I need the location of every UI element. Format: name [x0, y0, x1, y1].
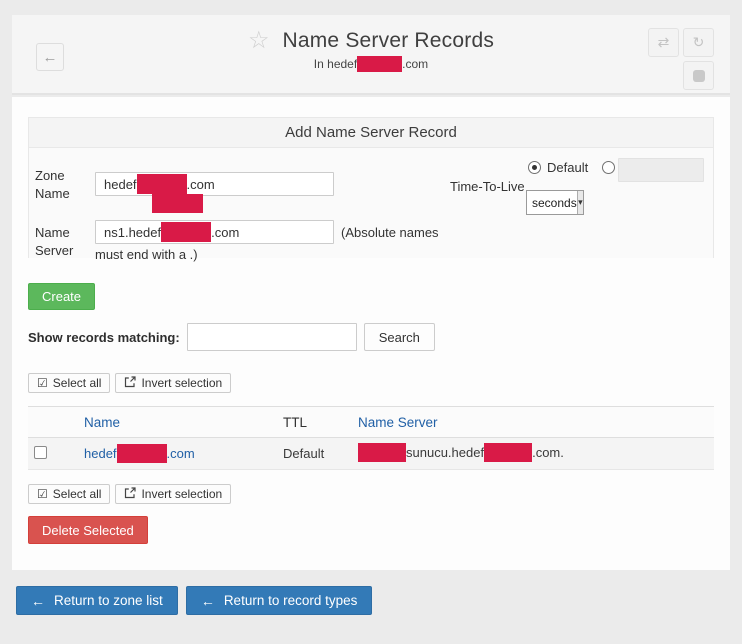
repeat-icon: ⇄ — [658, 34, 670, 51]
page-title: Name Server Records — [282, 29, 494, 53]
ttl-label: Time-To-Live — [450, 179, 525, 194]
ttl-custom-value-input[interactable] — [618, 158, 704, 182]
subtitle-prefix: In hedef — [314, 57, 357, 71]
redaction-box — [152, 194, 203, 213]
ttl-radio-group: Default — [528, 160, 615, 175]
table-header-row: Name TTL Name Server — [28, 406, 714, 438]
left-arrow-icon: ← — [31, 593, 45, 609]
delete-selected-button[interactable]: Delete Selected — [28, 516, 148, 544]
column-header-name[interactable]: Name — [84, 415, 120, 430]
checked-box-icon: ☑ — [37, 488, 48, 500]
zone-name-value-prefix: hedef — [104, 177, 137, 192]
create-button[interactable]: Create — [28, 283, 95, 310]
redaction-box — [137, 174, 187, 194]
select-all-label: Select all — [53, 376, 102, 390]
ttl-unit-select[interactable]: seconds ▾ — [526, 190, 584, 215]
record-ns-mid: sunucu.hedef — [406, 445, 484, 460]
record-ttl: Default — [283, 446, 324, 461]
reload-module-button[interactable]: ⇄ — [648, 28, 679, 57]
selection-toolbar-top: ☑ Select all Invert selection — [28, 373, 714, 393]
ttl-default-radio[interactable] — [528, 161, 541, 174]
zone-name-input[interactable]: hedef .com — [95, 172, 334, 196]
redaction-box — [161, 222, 211, 242]
ttl-unit-selected-value: seconds — [527, 191, 577, 214]
return-to-zone-list-label: Return to zone list — [54, 593, 163, 608]
record-ns-suffix: .com. — [532, 445, 564, 460]
select-all-label: Select all — [53, 487, 102, 501]
name-server-input[interactable]: ns1.hedef .com — [95, 220, 334, 244]
footer-navigation: ← Return to zone list ← Return to record… — [16, 586, 742, 615]
zone-name-label: Zone Name — [35, 167, 81, 202]
selection-toolbar-bottom: ☑ Select all Invert selection — [28, 484, 714, 504]
select-all-button[interactable]: ☑ Select all — [28, 484, 110, 504]
refresh-button[interactable]: ↻ — [683, 28, 714, 57]
absolute-names-note-line1: (Absolute names — [341, 225, 439, 240]
records-table: Name TTL Name Server hedef .com Default s… — [28, 406, 714, 470]
absolute-names-note-line2: must end with a .) — [95, 247, 198, 262]
page-header: ← ☆ Name Server Records In hedef .com ⇄ ↻ — [12, 15, 730, 95]
redaction-box — [358, 443, 406, 462]
invert-selection-label: Invert selection — [141, 487, 222, 501]
column-header-ttl: TTL — [283, 415, 307, 430]
main-content: Add Name Server Record Zone Name hedef .c… — [12, 97, 730, 570]
row-checkbox[interactable] — [34, 446, 47, 459]
record-name-suffix: .com — [167, 446, 195, 461]
panel-title: Add Name Server Record — [29, 118, 713, 148]
page-subtitle: In hedef .com — [12, 56, 730, 72]
ttl-custom-radio[interactable] — [602, 161, 615, 174]
table-row: hedef .com Default sunucu.hedef .com. — [28, 438, 714, 470]
column-header-name-server[interactable]: Name Server — [358, 415, 438, 430]
search-button[interactable]: Search — [364, 323, 435, 351]
search-input[interactable] — [187, 323, 357, 351]
stop-icon — [693, 70, 705, 82]
redaction-box — [484, 443, 532, 462]
add-record-form: Zone Name hedef .com Time-To-Live Default… — [29, 148, 713, 258]
record-name-prefix: hedef — [84, 446, 117, 461]
header-toolbar: ⇄ ↻ — [648, 28, 714, 90]
favorite-star-icon[interactable]: ☆ — [248, 29, 270, 53]
back-arrow-icon: ← — [43, 49, 58, 66]
name-server-value-suffix: .com — [211, 225, 239, 240]
back-button[interactable]: ← — [36, 43, 64, 71]
redaction-box — [117, 444, 167, 463]
invert-selection-icon — [124, 487, 136, 501]
record-name-server: sunucu.hedef .com. — [358, 443, 564, 462]
name-server-value-prefix: ns1.hedef — [104, 225, 161, 240]
refresh-icon: ↻ — [693, 34, 705, 51]
invert-selection-label: Invert selection — [141, 376, 222, 390]
checked-box-icon: ☑ — [37, 377, 48, 389]
ttl-default-radio-label: Default — [547, 160, 588, 175]
invert-selection-button[interactable]: Invert selection — [115, 484, 231, 504]
search-label: Show records matching: — [28, 330, 180, 345]
return-to-zone-list-button[interactable]: ← Return to zone list — [16, 586, 178, 615]
redaction-box — [357, 56, 402, 72]
record-name-link[interactable]: hedef .com — [84, 444, 195, 463]
return-to-record-types-label: Return to record types — [224, 593, 358, 608]
invert-selection-button[interactable]: Invert selection — [115, 373, 231, 393]
chevron-down-icon: ▾ — [577, 191, 583, 214]
zone-name-value-suffix: .com — [187, 177, 215, 192]
search-row: Show records matching: Search — [28, 323, 714, 351]
stop-button[interactable] — [683, 61, 714, 90]
return-to-record-types-button[interactable]: ← Return to record types — [186, 586, 373, 615]
select-all-button[interactable]: ☑ Select all — [28, 373, 110, 393]
add-record-panel: Add Name Server Record Zone Name hedef .c… — [28, 117, 714, 258]
name-server-label: Name Server — [35, 224, 81, 259]
left-arrow-icon: ← — [201, 593, 215, 609]
header-center: ☆ Name Server Records In hedef .com — [12, 15, 730, 72]
subtitle-suffix: .com — [402, 57, 428, 71]
invert-selection-icon — [124, 376, 136, 390]
